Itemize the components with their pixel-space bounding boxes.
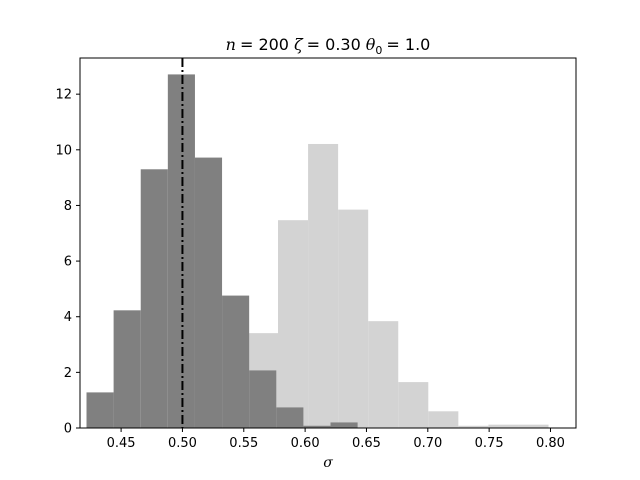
histogram-bar-series-2 xyxy=(140,169,168,428)
histogram-bar-series-2 xyxy=(113,310,141,428)
histogram-bar-series-2 xyxy=(249,370,277,428)
x-tick-label: 0.50 xyxy=(168,436,197,451)
histogram-bar-series-1 xyxy=(428,411,459,428)
x-tick-label: 0.45 xyxy=(107,436,136,451)
y-tick-label: 6 xyxy=(64,255,72,270)
histogram-bar-series-1 xyxy=(278,220,309,428)
x-tick-label: 0.80 xyxy=(536,436,565,451)
x-tick-label: 0.55 xyxy=(229,436,258,451)
histogram-bar-series-1 xyxy=(338,209,369,428)
x-axis-ticks: 0.45 0.50 0.55 0.60 0.65 0.70 0.75 0.80 xyxy=(107,428,565,451)
histogram-bars xyxy=(86,74,549,428)
y-axis-ticks: 0 2 4 6 8 10 12 xyxy=(55,88,80,437)
histogram-bar-series-1 xyxy=(368,321,399,428)
histogram-bar-series-1 xyxy=(518,424,549,428)
histogram-bar-series-2 xyxy=(330,422,358,428)
y-tick-label: 2 xyxy=(64,366,72,381)
x-tick-label: 0.60 xyxy=(291,436,320,451)
y-tick-label: 8 xyxy=(64,199,72,214)
x-tick-label: 0.65 xyxy=(352,436,381,451)
x-tick-label: 0.75 xyxy=(475,436,504,451)
histogram-bar-series-2 xyxy=(222,295,250,428)
histogram-bar-series-2 xyxy=(167,74,195,428)
histogram-bar-series-1 xyxy=(398,382,429,428)
histogram-bar-series-1 xyxy=(308,143,339,428)
x-axis-label: σ xyxy=(323,455,333,471)
x-tick-label: 0.70 xyxy=(413,436,442,451)
histogram-bar-series-1 xyxy=(458,425,489,428)
histogram-bar-series-2 xyxy=(276,407,304,428)
y-tick-label: 4 xyxy=(64,310,72,325)
y-tick-label: 0 xyxy=(64,422,72,437)
histogram-bar-series-1 xyxy=(488,424,519,428)
y-tick-label: 10 xyxy=(55,143,72,158)
y-tick-label: 12 xyxy=(55,88,72,103)
histogram-bar-series-2 xyxy=(86,392,114,428)
histogram-bar-series-2 xyxy=(303,425,331,428)
chart-title: n = 200 ζ = 0.30 θ0 = 1.0 xyxy=(226,35,431,57)
histogram-bar-series-2 xyxy=(194,157,223,428)
plot-frame xyxy=(79,57,577,429)
